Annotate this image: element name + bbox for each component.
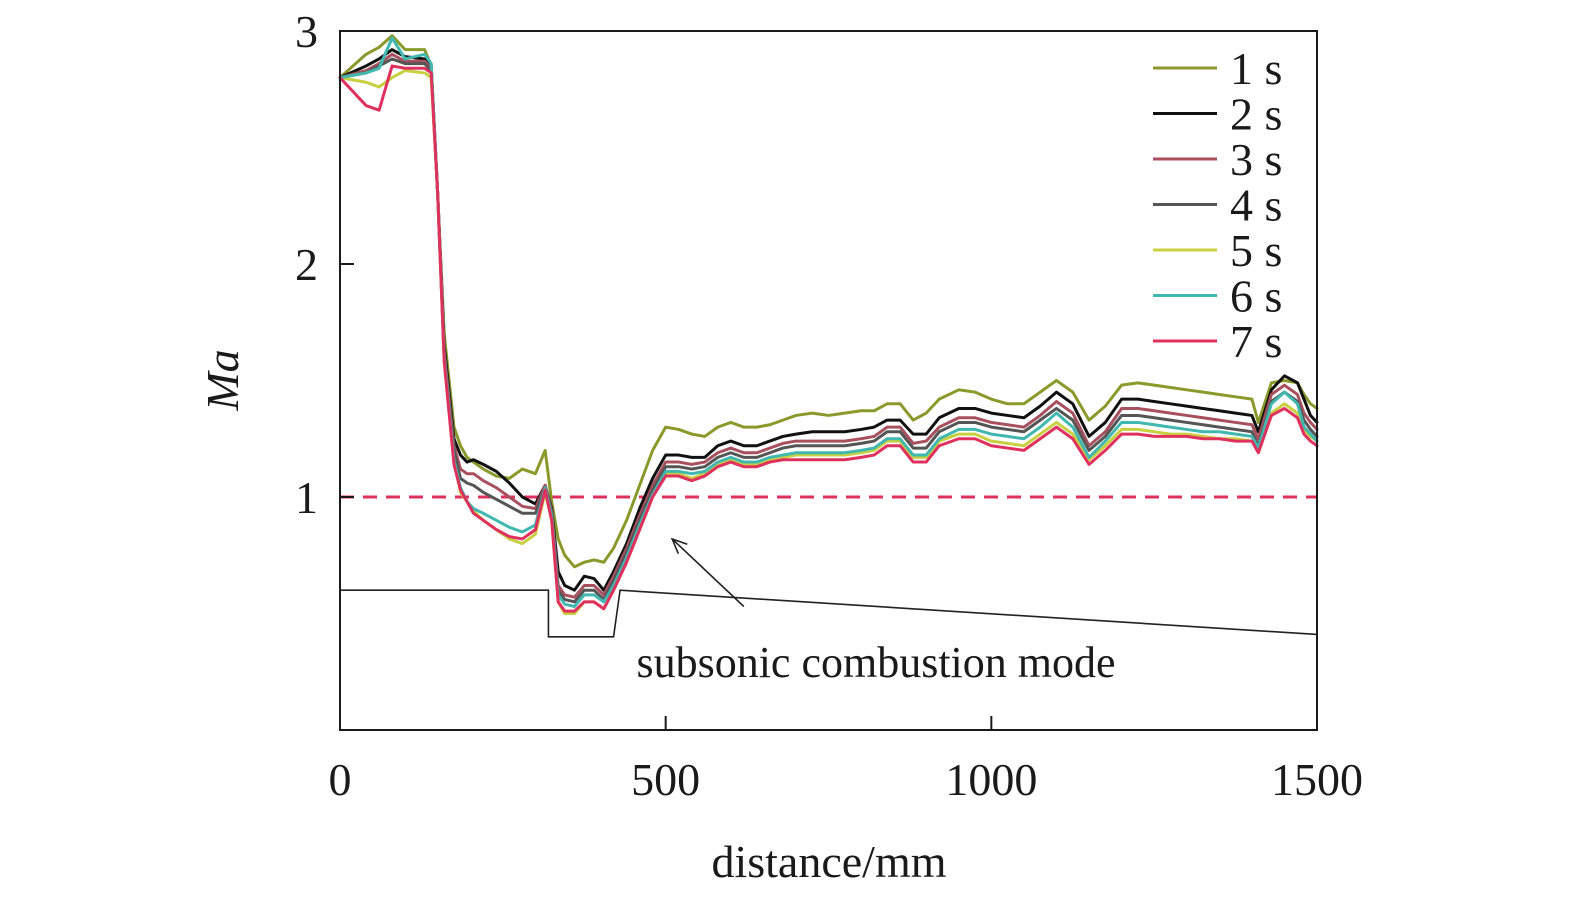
geometry-profile-line — [340, 589, 1318, 638]
legend-label: 6 s — [1230, 271, 1282, 322]
annotation-layer: subsonic combustion mode — [636, 537, 1116, 687]
y-axis-title: Ma — [197, 349, 248, 411]
series-line-6 — [338, 36, 1319, 609]
x-tick-label: 0 — [329, 754, 352, 805]
y-tick-label: 1 — [295, 472, 318, 523]
series-line-1 — [338, 34, 1319, 569]
series-line-4 — [338, 57, 1319, 604]
series-line-2 — [338, 48, 1319, 592]
annotation-arrow-shaft — [671, 538, 745, 608]
annotation-arrow-head — [670, 537, 688, 555]
legend-label: 5 s — [1230, 225, 1282, 276]
series-layer — [338, 34, 1319, 615]
legend-label: 3 s — [1230, 134, 1282, 185]
x-tick-label: 1000 — [945, 754, 1037, 805]
x-axis-title: distance/mm — [711, 836, 946, 887]
series-line-7 — [338, 64, 1319, 613]
geometry-profile-layer — [340, 589, 1318, 638]
y-tick-label: 3 — [295, 6, 318, 57]
x-tick-label: 500 — [631, 754, 700, 805]
axis-ticks-layer: 0 500 1000 1500 1 2 3 — [295, 6, 1363, 805]
x-tick-label: 1500 — [1271, 754, 1363, 805]
series-line-3 — [338, 52, 1319, 599]
legend-label: 1 s — [1230, 43, 1282, 94]
legend: 1 s2 s3 s4 s5 s6 s7 s — [1153, 43, 1282, 367]
legend-label: 4 s — [1230, 180, 1282, 231]
annotation-text: subsonic combustion mode — [636, 638, 1115, 687]
legend-label: 7 s — [1230, 316, 1282, 367]
y-tick-label: 2 — [295, 239, 318, 290]
plot-frame — [339, 30, 1318, 731]
legend-label: 2 s — [1230, 89, 1282, 140]
